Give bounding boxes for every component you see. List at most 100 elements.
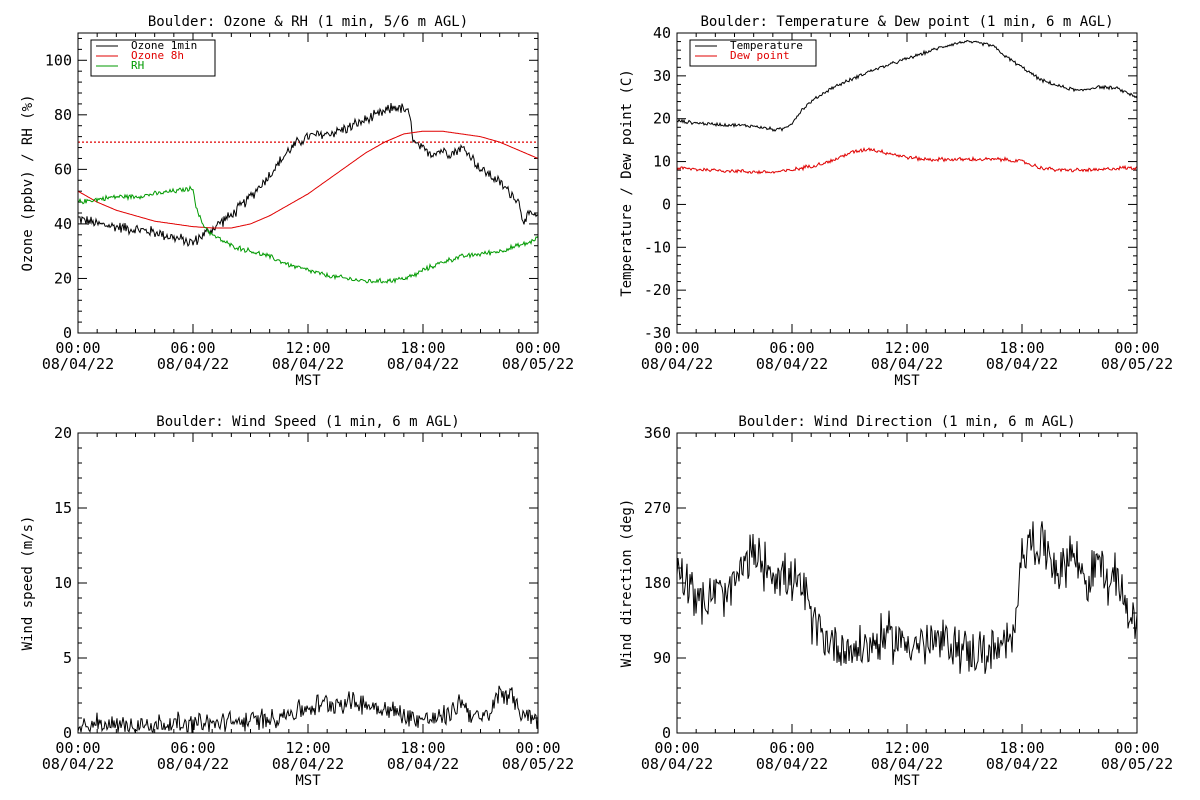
plot-frame [77, 432, 539, 734]
plot-frame [676, 32, 1138, 334]
x-axis-label: MST [295, 773, 321, 789]
series-line-dew-point [677, 147, 1137, 175]
x-tick-date: 08/04/22 [756, 355, 828, 373]
y-tick-label: 90 [653, 649, 671, 667]
x-axis-label: MST [894, 773, 920, 789]
y-tick-label: 100 [45, 51, 72, 69]
x-tick-date: 08/04/22 [272, 355, 344, 373]
y-axis-label: Ozone (ppbv) / RH (%) [20, 94, 36, 271]
plot-area [78, 103, 538, 284]
x-tick-time: 12:00 [884, 739, 929, 757]
y-axis-label: Temperature / Dew point (C) [619, 69, 635, 297]
y-tick-label: 270 [644, 499, 671, 517]
y-tick-label: 0 [662, 724, 671, 742]
x-tick-date: 08/04/22 [387, 355, 459, 373]
series-line-ozone-8h [78, 130, 538, 229]
x-tick-time: 06:00 [769, 739, 814, 757]
y-tick-label: 0 [662, 195, 671, 213]
x-tick-time: 06:00 [769, 339, 814, 357]
plot-area [677, 521, 1137, 674]
legend-box [689, 39, 817, 67]
x-tick-time: 00:00 [654, 339, 699, 357]
x-tick-time: 18:00 [999, 739, 1044, 757]
legend-label: Dew point [730, 49, 790, 62]
chart-panel-1: Boulder: Ozone & RH (1 min, 5/6 m AGL) 0 2… [20, 14, 574, 389]
chart-panel-4: Boulder: Wind Direction (1 min, 6 m AGL)… [619, 414, 1173, 789]
x-tick-time: 06:00 [170, 339, 215, 357]
series-line-rh [78, 185, 538, 284]
chart-panel-3: Boulder: Wind Speed (1 min, 6 m AGL) 0 5 10… [20, 414, 574, 789]
chart-title: Boulder: Wind Direction (1 min, 6 m AGL) [738, 414, 1075, 430]
x-tick-date: 08/04/22 [871, 755, 943, 773]
y-tick-label: 80 [54, 106, 72, 124]
y-tick-label: 5 [63, 649, 72, 667]
x-tick-time: 00:00 [654, 739, 699, 757]
x-tick-date: 08/05/22 [1101, 755, 1173, 773]
y-tick-label: 40 [54, 215, 72, 233]
y-tick-label: 10 [54, 574, 72, 592]
x-tick-time: 00:00 [515, 339, 560, 357]
plot-frame [676, 432, 1138, 734]
plot-area [677, 39, 1137, 175]
x-tick-date: 08/04/22 [641, 755, 713, 773]
series-line-series-1 [78, 685, 538, 733]
x-tick-time: 00:00 [1114, 739, 1159, 757]
x-tick-date: 08/04/22 [756, 755, 828, 773]
y-tick-label: 20 [54, 424, 72, 442]
y-axis-label: Wind direction (deg) [619, 499, 635, 668]
x-tick-time: 12:00 [884, 339, 929, 357]
y-tick-label: 40 [653, 24, 671, 42]
chart-title: Boulder: Ozone & RH (1 min, 5/6 m AGL) [148, 14, 468, 30]
y-tick-label: 10 [653, 153, 671, 171]
y-tick-label: 0 [63, 724, 72, 742]
x-tick-time: 00:00 [55, 739, 100, 757]
x-tick-date: 08/04/22 [157, 755, 229, 773]
x-axis-label: MST [295, 373, 321, 389]
x-tick-time: 00:00 [1114, 339, 1159, 357]
x-tick-time: 18:00 [400, 739, 445, 757]
y-tick-label: -30 [644, 324, 671, 342]
y-tick-label: 15 [54, 499, 72, 517]
y-tick-label: 30 [653, 67, 671, 85]
x-tick-date: 08/04/22 [387, 755, 459, 773]
y-tick-label: -10 [644, 238, 671, 256]
legend-label: Ozone 8h [131, 49, 184, 62]
x-tick-date: 08/04/22 [42, 755, 114, 773]
x-tick-date: 08/05/22 [502, 355, 574, 373]
legend-label: Ozone 1min [131, 39, 197, 52]
x-tick-date: 08/05/22 [502, 755, 574, 773]
x-tick-time: 00:00 [55, 339, 100, 357]
x-tick-time: 12:00 [285, 739, 330, 757]
x-tick-time: 00:00 [515, 739, 560, 757]
x-tick-date: 08/04/22 [641, 355, 713, 373]
x-tick-date: 08/04/22 [986, 355, 1058, 373]
legend-label: RH [131, 59, 144, 72]
x-tick-time: 18:00 [400, 339, 445, 357]
x-tick-time: 06:00 [170, 739, 215, 757]
y-tick-label: 20 [653, 110, 671, 128]
x-tick-time: 18:00 [999, 339, 1044, 357]
series-line-temperature [677, 39, 1137, 132]
x-tick-date: 08/04/22 [871, 355, 943, 373]
y-tick-label: 60 [54, 160, 72, 178]
x-tick-date: 08/04/22 [42, 355, 114, 373]
y-tick-label: 360 [644, 424, 671, 442]
legend-label: Temperature [730, 39, 803, 52]
x-axis-label: MST [894, 373, 920, 389]
series-line-ozone-1min [78, 103, 538, 248]
y-tick-label: 180 [644, 574, 671, 592]
y-axis-label: Wind speed (m/s) [20, 516, 36, 651]
chart-title: Boulder: Temperature & Dew point (1 min,… [700, 14, 1113, 30]
plot-area [78, 685, 538, 733]
y-tick-label: -20 [644, 281, 671, 299]
y-tick-label: 0 [63, 324, 72, 342]
x-tick-date: 08/04/22 [157, 355, 229, 373]
x-tick-date: 08/04/22 [272, 755, 344, 773]
chart-panel-2: Boulder: Temperature & Dew point (1 min,… [619, 14, 1173, 389]
series-line-series-1 [677, 521, 1137, 674]
x-tick-date: 08/04/22 [986, 755, 1058, 773]
x-tick-date: 08/05/22 [1101, 355, 1173, 373]
